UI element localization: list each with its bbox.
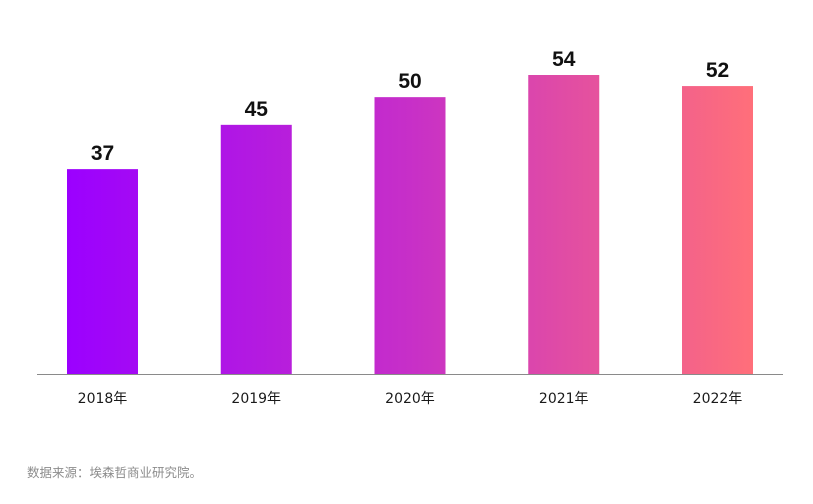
value-label-4: 52	[706, 59, 729, 82]
source-note: 数据来源：埃森哲商业研究院。	[27, 465, 203, 480]
category-label-4: 2022年	[693, 391, 743, 407]
bars-group	[67, 75, 753, 375]
value-label-3: 54	[552, 48, 576, 71]
category-label-2: 2020年	[385, 391, 435, 407]
value-label-0: 37	[91, 142, 114, 165]
bar-3	[528, 75, 600, 374]
value-labels-group: 37 45 50 54 52	[91, 48, 729, 165]
category-labels-group: 2018年 2019年 2020年 2021年 2022年	[78, 391, 743, 407]
bar-4	[682, 86, 753, 375]
value-label-1: 45	[245, 98, 269, 121]
category-label-1: 2019年	[231, 391, 281, 407]
bar-1	[220, 124, 292, 374]
bar-2	[374, 97, 446, 375]
category-label-3: 2021年	[539, 391, 589, 407]
bar-0	[67, 169, 138, 374]
value-label-2: 50	[398, 70, 421, 93]
category-label-0: 2018年	[78, 391, 128, 407]
